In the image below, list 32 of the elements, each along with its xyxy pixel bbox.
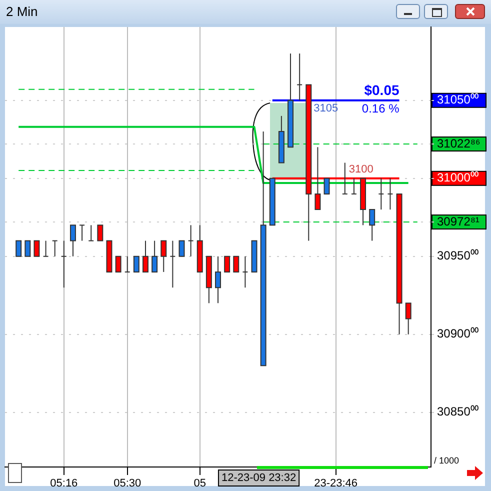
x-tick-label: 05:30 bbox=[114, 478, 142, 490]
y-tick-label: 30850⁰⁰ bbox=[437, 404, 478, 419]
candlestick bbox=[79, 224, 86, 242]
annotation: 0.16 % bbox=[362, 102, 400, 116]
candlestick bbox=[42, 240, 49, 257]
candlestick bbox=[378, 178, 384, 210]
candlestick bbox=[188, 224, 194, 257]
x-tick-label: 05 bbox=[194, 478, 206, 490]
text: 12-23-09 23:32 bbox=[221, 472, 296, 484]
y-tick-label: 31050⁰⁰ bbox=[437, 92, 478, 107]
y-tick-label: 31022⁸⁶ bbox=[437, 136, 480, 150]
x-tick-label: 23-23:46 bbox=[314, 478, 358, 490]
annotation: 3100 bbox=[348, 163, 374, 176]
candlestick bbox=[52, 240, 58, 257]
candlestick bbox=[242, 256, 248, 288]
candlestick bbox=[387, 178, 394, 210]
chart-title: 2 Min bbox=[6, 4, 38, 19]
y-tick-label: 30950⁰⁰ bbox=[437, 248, 478, 263]
candlestick bbox=[350, 178, 357, 194]
candlestick bbox=[296, 53, 303, 101]
candlestick bbox=[88, 224, 94, 242]
text: / 1000 bbox=[434, 455, 460, 466]
candlestick bbox=[60, 240, 67, 288]
y-tick-label: 31000⁰⁰ bbox=[437, 170, 478, 185]
annotation: 3105 bbox=[314, 102, 338, 114]
candlestick bbox=[124, 256, 130, 272]
candlestick bbox=[170, 240, 176, 288]
y-tick-label: 30972⁸¹ bbox=[437, 214, 480, 228]
candlestick bbox=[342, 162, 348, 194]
y-tick-label: 30900⁰⁰ bbox=[437, 326, 478, 341]
annotation: $0.05 bbox=[364, 82, 400, 98]
x-tick-label: 05:16 bbox=[50, 478, 78, 490]
